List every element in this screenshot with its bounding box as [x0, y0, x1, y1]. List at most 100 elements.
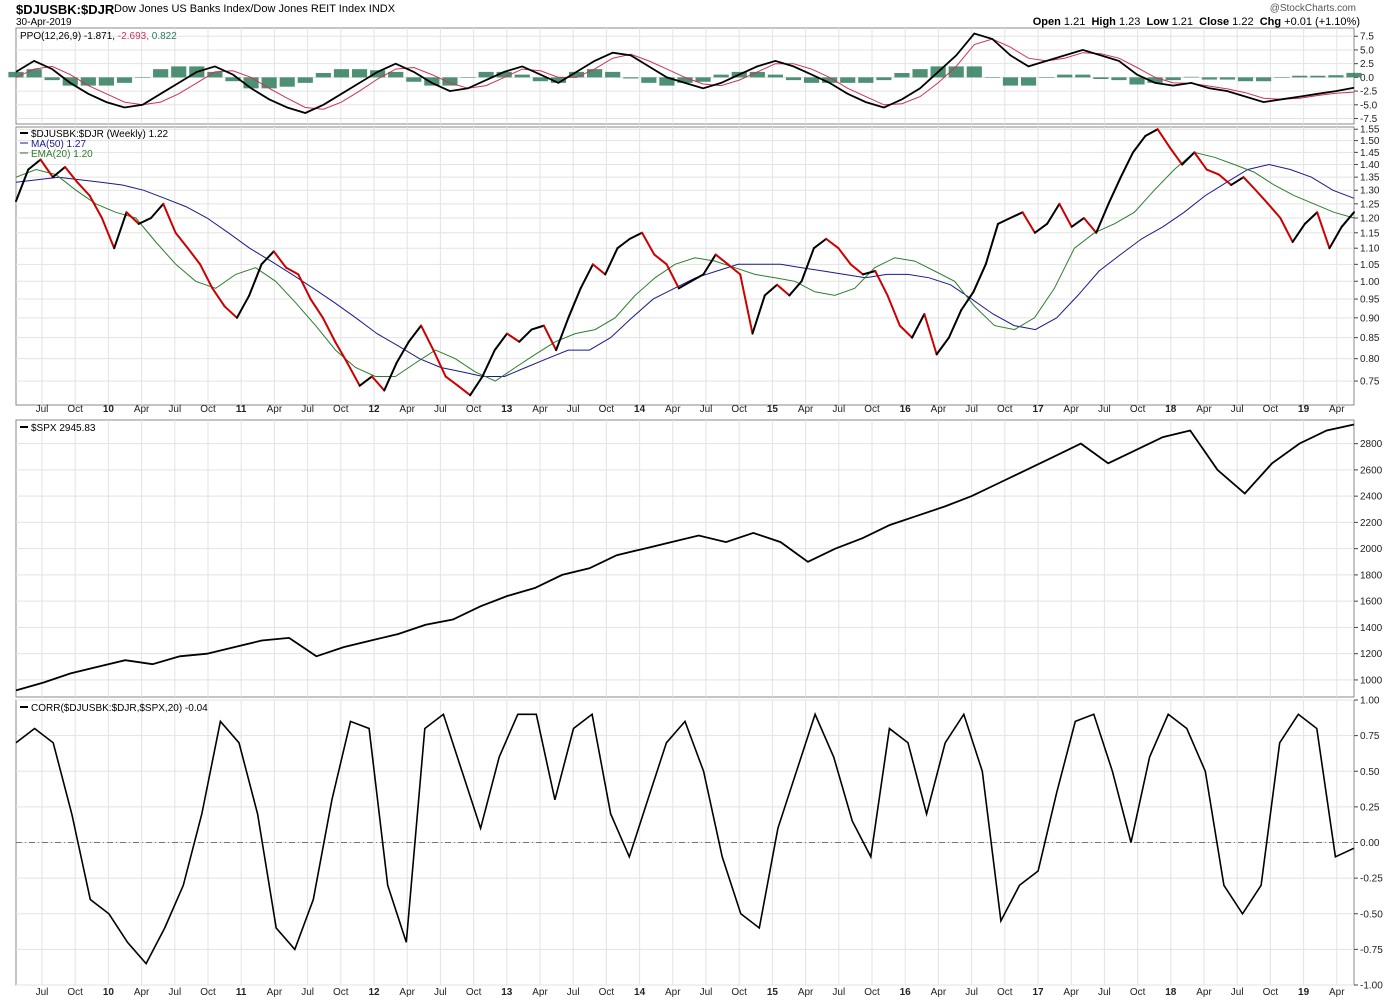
- correlation-y-tick-label: -0.25: [1360, 874, 1383, 885]
- ratio-price-segment: [395, 340, 410, 365]
- ratio-y-tick-label: 1.55: [1360, 125, 1380, 136]
- ppo-histogram-bar: [695, 77, 711, 82]
- ratio-price-segment: [714, 253, 729, 266]
- ppo-histogram-bar: [351, 69, 368, 78]
- ratio-y-tick-label: 1.30: [1360, 186, 1380, 197]
- ratio-price-segment: [1267, 202, 1282, 220]
- ppo-y-tick-label: -2.5: [1360, 87, 1378, 98]
- x-axis-label-lower: 12: [368, 987, 380, 998]
- x-axis-label-lower: 10: [103, 987, 115, 998]
- correlation-y-tick-label: -0.75: [1360, 945, 1383, 956]
- x-axis-label-lower: 11: [236, 987, 247, 998]
- ppo-histogram-bar: [677, 77, 693, 83]
- ppo-histogram-bar: [406, 77, 422, 82]
- x-axis-label-upper: Apr: [1329, 404, 1345, 415]
- ppo-histogram-bar: [134, 77, 151, 78]
- x-axis-label-lower: Oct: [67, 987, 83, 998]
- ratio-price-segment: [739, 273, 754, 335]
- ratio-price-segment: [1254, 189, 1270, 205]
- x-axis-label-upper: Oct: [333, 404, 349, 415]
- ratio-price-segment: [788, 280, 803, 297]
- x-axis-label-lower: Apr: [931, 987, 947, 998]
- ratio-price-segment: [150, 202, 165, 220]
- ratio-y-tick-label: 1.00: [1360, 277, 1380, 288]
- x-axis-label-lower: Oct: [333, 987, 349, 998]
- ratio-price-segment: [997, 217, 1012, 225]
- ratio-price-segment: [616, 237, 631, 250]
- ppo-histogram-bar: [966, 66, 982, 78]
- x-axis-label-upper: Oct: [731, 404, 747, 415]
- ratio-price-segment: [1193, 151, 1208, 171]
- correlation-y-tick-label: 0.25: [1360, 802, 1380, 813]
- ratio-price-segment: [309, 298, 324, 319]
- correlation-line: [15, 712, 1355, 966]
- x-axis-label-lower: 19: [1298, 987, 1310, 998]
- ppo-histogram-bar: [261, 77, 277, 89]
- ppo-histogram-bar: [912, 69, 928, 78]
- close-label: Close: [1199, 16, 1230, 28]
- ratio-price-segment: [690, 273, 705, 283]
- ppo-legend-part: -1.871,: [84, 31, 118, 42]
- x-axis-label-upper: Apr: [665, 404, 681, 415]
- ratio-price-segment: [702, 253, 717, 276]
- ppo-histogram-bar: [1075, 74, 1091, 78]
- x-axis-label-lower: Oct: [1263, 987, 1279, 998]
- ppo-y-tick-label: 2.5: [1360, 59, 1374, 70]
- ratio-price-segment: [911, 312, 926, 339]
- ratio-price-segment: [1279, 217, 1294, 243]
- ppo-histogram-bar: [1093, 77, 1109, 80]
- ratio-price-segment: [432, 349, 447, 378]
- ratio-y-tick-label: 1.20: [1360, 214, 1380, 225]
- x-axis-label-lower: Jul: [567, 987, 580, 998]
- x-axis-label-lower: Apr: [267, 987, 283, 998]
- ratio-price-segment: [641, 231, 656, 256]
- ratio-price-segment: [137, 217, 153, 225]
- ppo-histogram-bar: [1129, 77, 1145, 85]
- open-label: Open: [1032, 16, 1061, 28]
- ratio-price-segment: [27, 158, 42, 171]
- ratio-panel-frame: [15, 126, 1355, 406]
- ratio-price-segment: [1340, 211, 1355, 228]
- ppo-histogram-bar: [496, 71, 512, 78]
- x-axis-label-lower: 15: [767, 987, 779, 998]
- x-axis-label-upper: 10: [103, 404, 115, 415]
- ppo-histogram-bar: [315, 72, 331, 78]
- ratio-y-tick-label: 1.15: [1360, 228, 1380, 239]
- ohlc-readout: Open 1.21 High 1.23 Low 1.21 Close 1.22 …: [1033, 16, 1360, 28]
- ppo-histogram-bar: [1256, 77, 1272, 82]
- ppo-histogram-bar: [44, 77, 60, 81]
- ratio-price-segment: [64, 166, 79, 184]
- ratio-price-segment: [542, 324, 558, 352]
- ppo-y-tick-label: 5.0: [1360, 45, 1374, 56]
- x-axis-label-lower: Oct: [466, 987, 482, 998]
- ratio-price-segment: [506, 332, 521, 343]
- ratio-price-segment: [186, 247, 202, 266]
- ppo-histogram-bar: [767, 74, 783, 78]
- x-axis-label-upper: Jul: [567, 404, 580, 415]
- x-axis-label-upper: Apr: [134, 404, 150, 415]
- ratio-price-segment: [751, 294, 766, 335]
- spx-y-tick-label: 2000: [1360, 544, 1383, 555]
- ppo-histogram-bar: [8, 71, 24, 78]
- x-axis-label-upper: Apr: [1063, 404, 1079, 415]
- ratio-price-segment: [493, 332, 509, 352]
- ratio-price-segment: [1082, 217, 1098, 234]
- ppo-histogram-bar: [840, 77, 856, 83]
- ratio-price-segment: [162, 202, 177, 234]
- corr-legend: CORR($DJUSBK:$DJR,$SPX,20) -0.04: [31, 703, 208, 714]
- ratio-price-segment: [591, 263, 607, 276]
- ppo-histogram-bar: [297, 77, 313, 83]
- spx-y-tick-label: 1400: [1360, 623, 1383, 634]
- ratio-price-segment: [1046, 202, 1061, 225]
- ratio-price-segment: [100, 217, 116, 250]
- x-axis-label-upper: Apr: [399, 404, 415, 415]
- ppo-histogram-bar: [460, 77, 476, 78]
- x-axis-label-upper: Jul: [1098, 404, 1111, 415]
- spx-y-tick-label: 2600: [1360, 465, 1383, 476]
- x-axis-label-lower: Jul: [832, 987, 845, 998]
- ratio-y-tick-label: 0.85: [1360, 333, 1380, 344]
- x-axis-label-upper: Oct: [1130, 404, 1146, 415]
- ppo-legend-part: PPO(12,26,9): [20, 31, 84, 42]
- x-axis-label-lower: Apr: [1329, 987, 1345, 998]
